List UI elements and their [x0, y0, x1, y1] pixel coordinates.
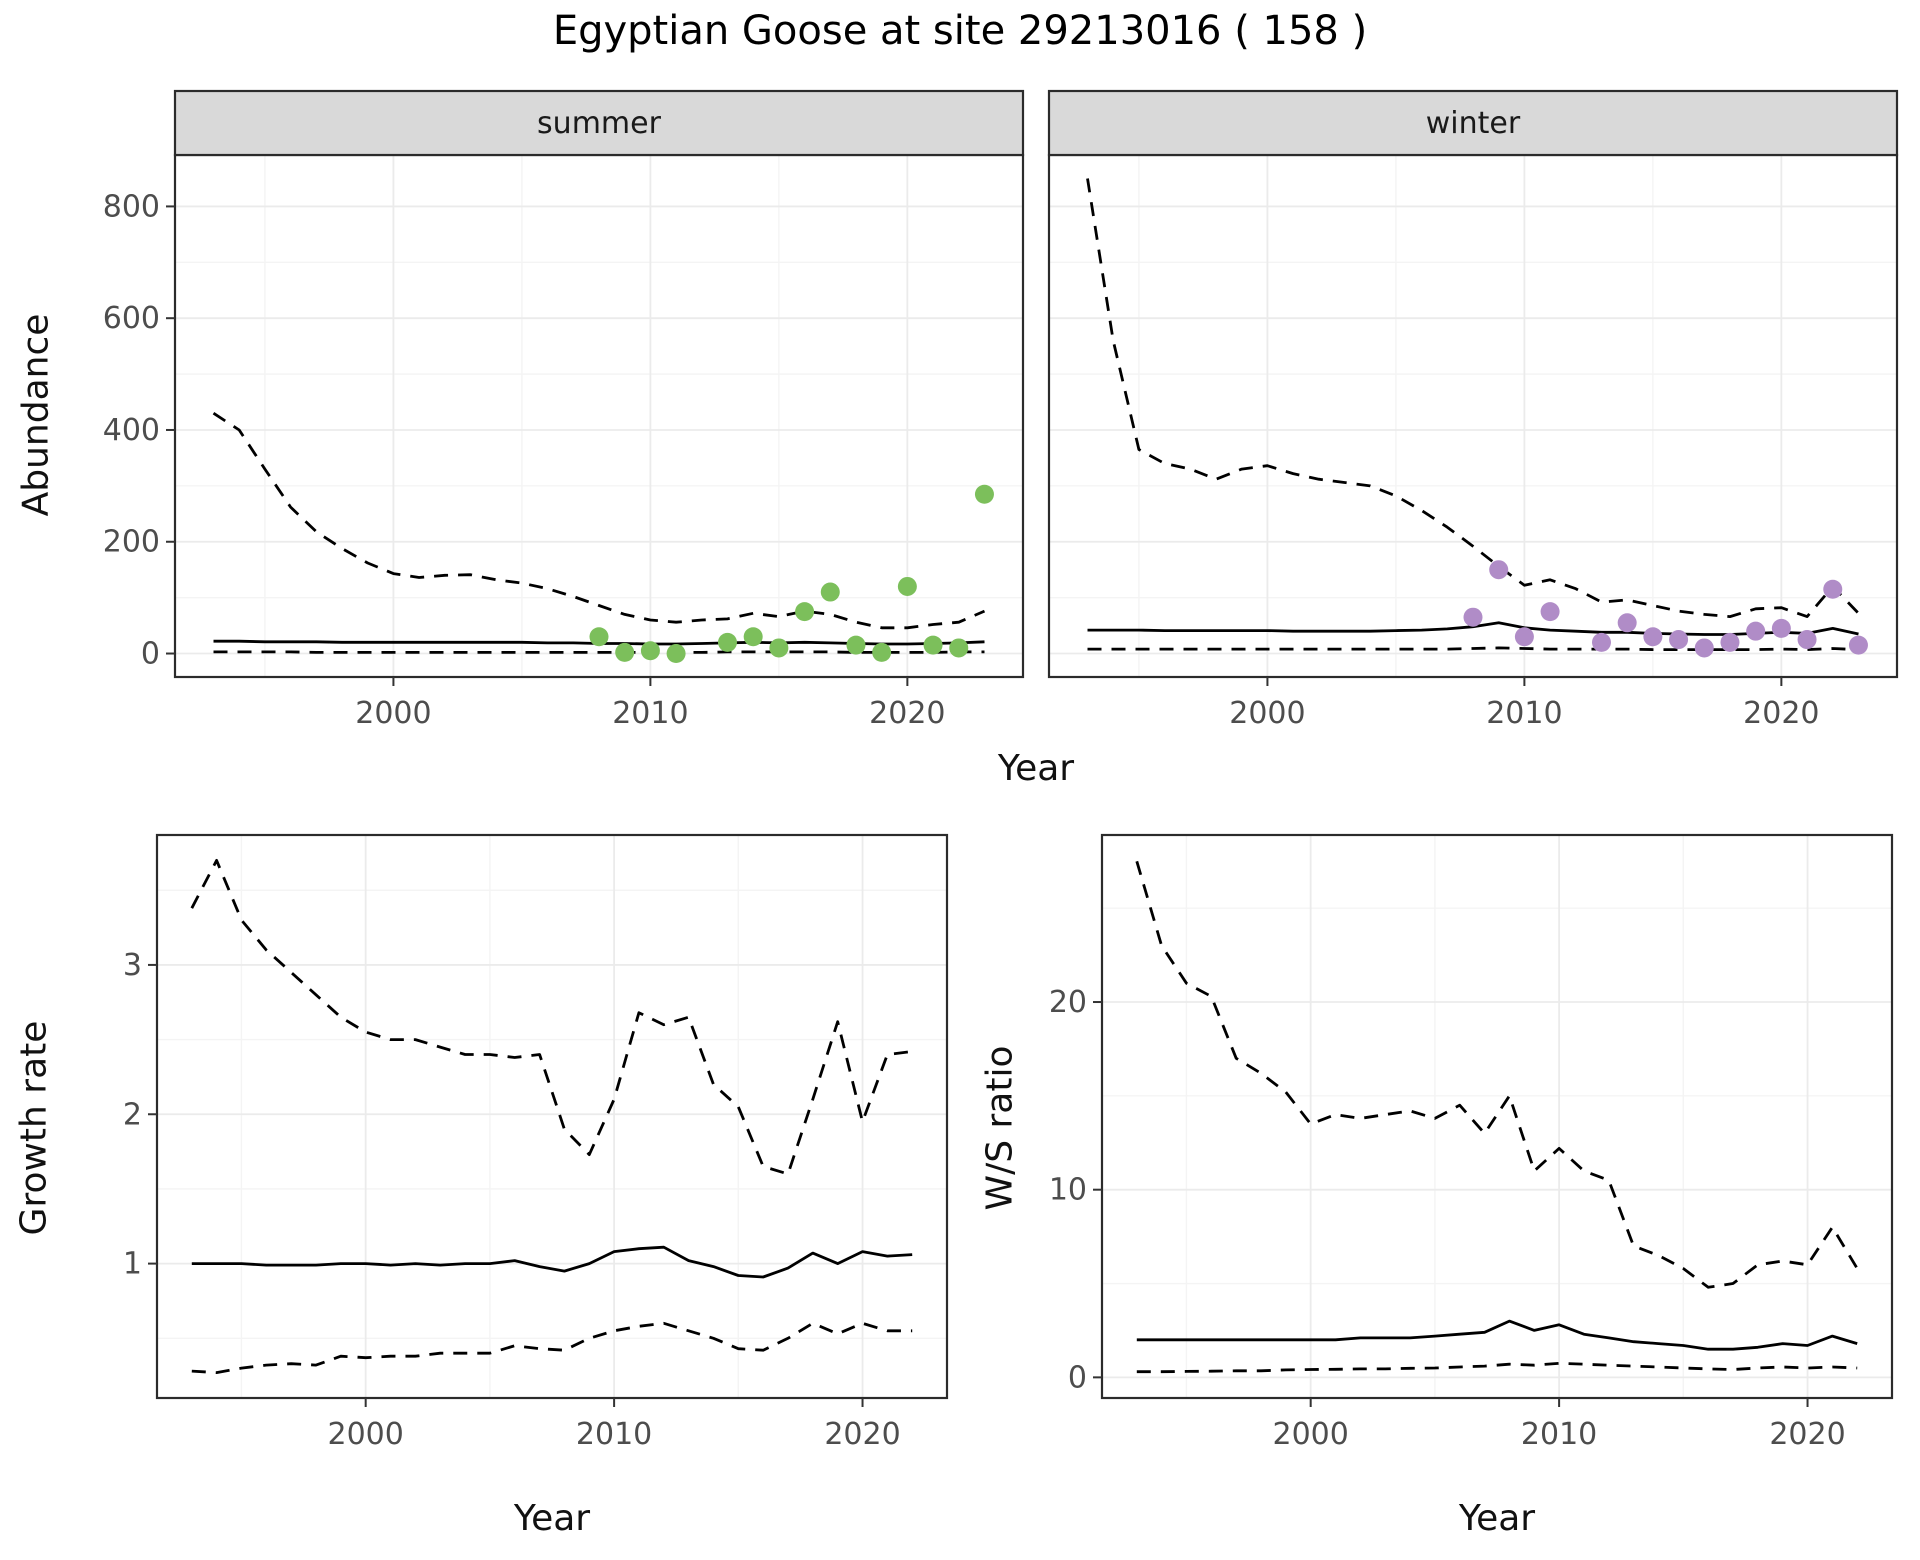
y-tick-label: 1	[123, 1247, 142, 1282]
observed-summer-point	[743, 627, 763, 647]
model-fit-line	[1136, 1319, 1858, 1351]
y-tick-label: 600	[103, 301, 160, 336]
observed-winter-point	[1617, 613, 1637, 633]
x-tick-label: 2010	[612, 696, 688, 731]
upper-ci-line	[1086, 178, 1860, 618]
observed-winter-point	[1694, 638, 1714, 658]
observed-winter-point	[1771, 618, 1791, 638]
figure-title: Egyptian Goose at site 29213016 ( 158 )	[552, 8, 1368, 54]
x-tick-label: 2020	[869, 696, 945, 731]
facet-strip-label: winter	[1426, 106, 1521, 141]
growth-x-axis-label: Year	[513, 1498, 591, 1539]
observed-winter-point	[1720, 632, 1740, 652]
observed-summer-point	[949, 638, 969, 658]
facet-strip-label: summer	[537, 106, 662, 141]
upper-ci-line	[212, 412, 986, 630]
lower-ci-line	[1087, 646, 1859, 651]
ws-ratio-chart: 2000 2010 2020 0 10 20	[1049, 833, 1894, 1452]
upper-ci-line	[1135, 860, 1859, 1289]
observed-summer-point	[820, 582, 840, 602]
observed-summer-point	[974, 484, 994, 504]
growth-rate-y-axis-label: Growth rate	[13, 1020, 55, 1236]
y-tick-label: 800	[103, 189, 160, 224]
x-tick-label: 2000	[355, 696, 431, 731]
observed-winter-point	[1489, 560, 1509, 580]
observed-winter-point	[1797, 630, 1817, 650]
panel-background	[1102, 835, 1892, 1398]
panel-background	[157, 835, 947, 1398]
panel-background	[1049, 155, 1897, 677]
observed-summer-point	[795, 602, 815, 622]
lower-ci-line	[1136, 1361, 1858, 1374]
abundance-facet-chart: summer 2000 2010 2020 0 200 400 600 800 winter 200…	[103, 89, 1899, 731]
x-tick-label: 2020	[1769, 1417, 1845, 1452]
y-tick-label: 3	[123, 948, 142, 983]
observed-summer-point	[897, 576, 917, 596]
y-tick-label: 200	[103, 525, 160, 560]
observed-winter-point	[1463, 607, 1483, 627]
panel-border	[1100, 833, 1894, 1400]
y-tick-label: 0	[1068, 1360, 1087, 1395]
top-x-axis-label: Year	[997, 748, 1075, 789]
x-tick-label: 2020	[824, 1417, 900, 1452]
panel-border	[155, 833, 949, 1400]
lower-ci-line	[191, 1321, 913, 1374]
y-tick-label: 10	[1049, 1173, 1087, 1208]
x-tick-label: 2020	[1743, 696, 1819, 731]
observed-summer-point	[615, 642, 635, 662]
observed-winter-point	[1643, 627, 1663, 647]
x-tick-label: 2000	[1272, 1417, 1348, 1452]
ws-ratio-y-axis-label: W/S ratio	[979, 1045, 1021, 1211]
observed-summer-point	[666, 644, 686, 664]
observed-winter-point	[1514, 627, 1534, 647]
observed-winter-point	[1591, 632, 1611, 652]
abundance-y-axis-label: Abundance	[15, 313, 57, 517]
facet-strip	[173, 89, 1025, 157]
x-tick-label: 2010	[1521, 1417, 1597, 1452]
observed-summer-point	[923, 635, 943, 655]
observed-summer-point	[640, 641, 660, 661]
x-tick-label: 2010	[1486, 696, 1562, 731]
observed-summer-point	[846, 635, 866, 655]
observed-winter-point	[1848, 635, 1868, 655]
facet-strip	[1047, 89, 1899, 157]
observed-winter-point	[1669, 630, 1689, 650]
observed-winter-point	[1540, 602, 1560, 622]
x-tick-label: 2000	[327, 1417, 403, 1452]
y-tick-label: 2	[123, 1097, 142, 1132]
observed-summer-point	[589, 627, 609, 647]
panel-background	[175, 155, 1023, 677]
x-tick-label: 2000	[1229, 696, 1305, 731]
observed-winter-point	[1746, 621, 1766, 641]
observed-summer-point	[717, 632, 737, 652]
observed-summer-point	[769, 638, 789, 658]
y-tick-label: 20	[1049, 985, 1087, 1020]
y-tick-label: 400	[103, 413, 160, 448]
observed-summer-point	[872, 642, 892, 662]
growth-rate-chart: 2000 2010 2020 1 2 3	[123, 833, 949, 1452]
observed-winter-point	[1823, 579, 1843, 599]
ws-x-axis-label: Year	[1458, 1498, 1536, 1539]
y-tick-label: 0	[141, 637, 160, 672]
model-fit-line	[191, 1245, 913, 1279]
x-tick-label: 2010	[576, 1417, 652, 1452]
lower-ci-line	[213, 650, 985, 654]
upper-ci-line	[190, 859, 913, 1176]
